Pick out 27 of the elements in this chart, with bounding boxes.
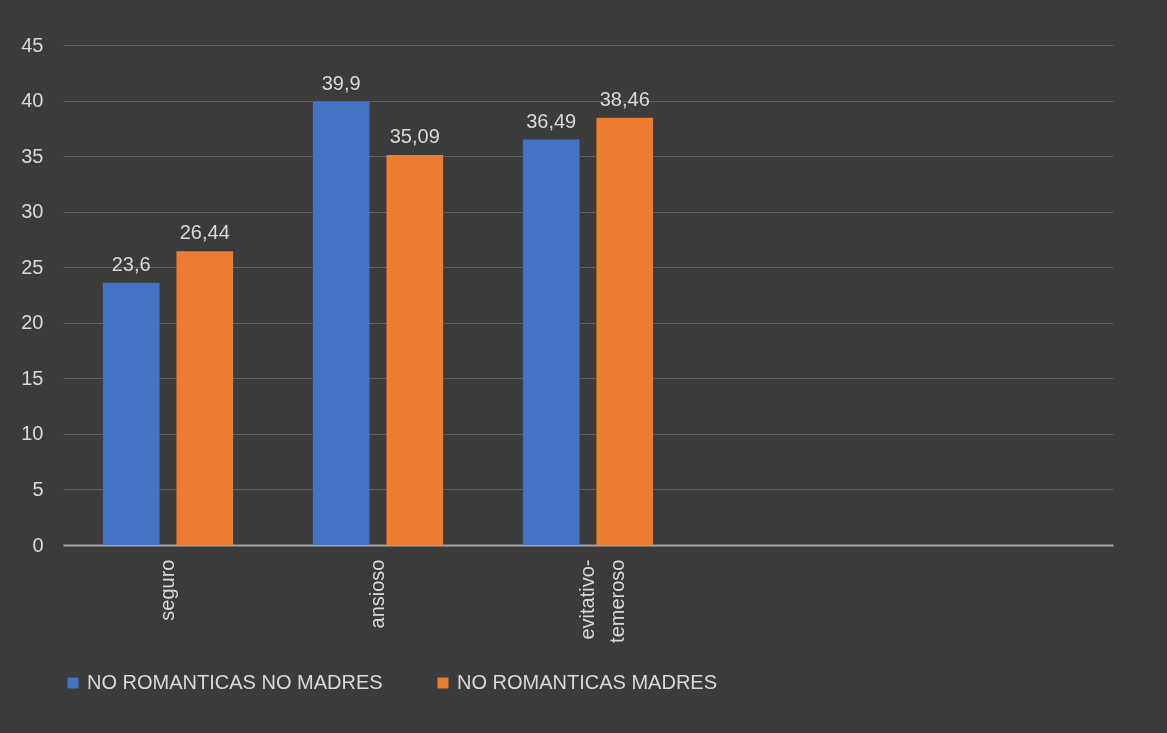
y-tick-label: 5 <box>32 477 44 500</box>
x-tick-label: ansioso <box>366 559 388 629</box>
y-tick-label: 35 <box>21 144 44 167</box>
data-label: 35,09 <box>389 125 440 148</box>
data-label: 38,46 <box>599 87 650 110</box>
data-label: 39,9 <box>321 71 361 94</box>
bar <box>522 139 580 545</box>
y-tick-label: 20 <box>21 311 44 334</box>
legend-label: NO ROMANTICAS NO MADRES <box>87 671 383 693</box>
y-tick-label: 45 <box>21 33 44 56</box>
legend-label: NO ROMANTICAS MADRES <box>457 671 718 693</box>
x-tick-label: seguro <box>156 559 178 621</box>
bar <box>386 155 444 545</box>
y-tick-label: 30 <box>21 200 44 223</box>
bar <box>312 101 370 545</box>
data-label: 26,44 <box>179 221 230 244</box>
bar <box>596 117 654 545</box>
x-tick-label: evitativo-temeroso <box>576 559 628 643</box>
bar <box>102 282 160 545</box>
y-tick-label: 15 <box>21 366 44 389</box>
y-tick-label: 0 <box>32 533 44 556</box>
data-label: 23,6 <box>111 252 151 275</box>
y-tick-label: 25 <box>21 255 44 278</box>
y-tick-label: 40 <box>21 89 44 112</box>
bar <box>176 251 234 545</box>
y-tick-label: 10 <box>21 422 44 445</box>
data-label: 36,49 <box>526 109 577 132</box>
